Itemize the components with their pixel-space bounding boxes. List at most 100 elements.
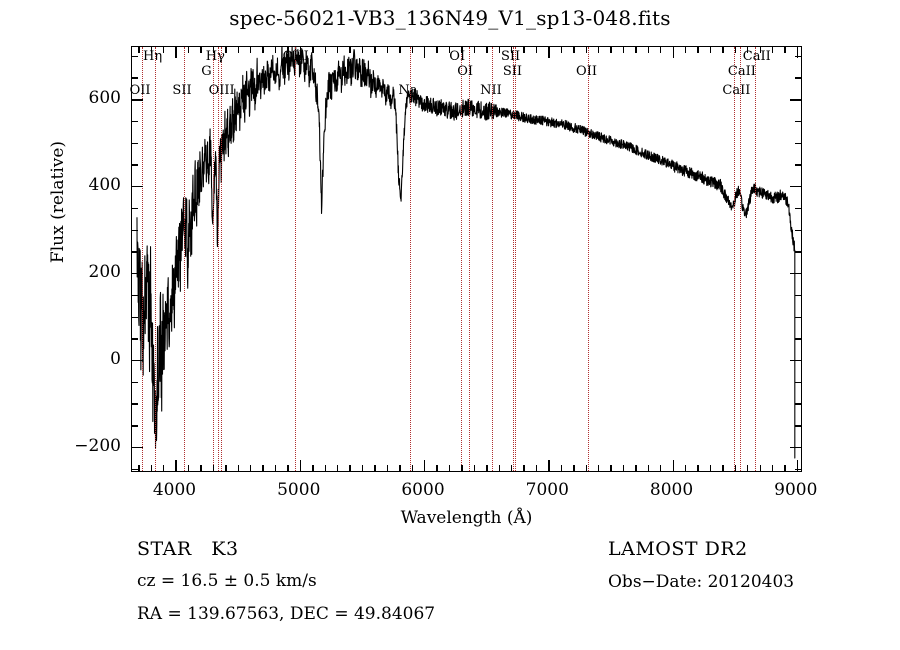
x-tick-top-4300 [212,47,215,53]
x-tick-top-4000 [175,47,177,58]
y-tick-550 [132,120,138,123]
x-tick-5400 [349,465,351,471]
x-tick-top-8700 [759,47,761,53]
x-tick-top-6700 [510,47,513,53]
x-axis-title: Wavelength (Å) [400,508,533,528]
x-tick-top-6800 [523,47,525,53]
x-tick-7600 [622,465,625,471]
x-tick-top-4200 [200,47,202,53]
x-tick-7900 [660,465,662,471]
x-tick-label-5000: 5000 [277,480,321,500]
x-tick-6000 [424,460,426,471]
x-tick-7200 [573,465,575,471]
x-tick-top-4100 [187,47,190,53]
x-tick-8700 [759,465,761,471]
x-tick-5200 [324,465,326,471]
species-label-oii: OII [129,83,151,98]
y-tick-right--250 [795,468,801,471]
x-tick-top-6200 [448,47,451,53]
object-class-text: STAR K3 [137,538,239,560]
x-tick-5100 [312,465,314,471]
x-tick-top-6500 [486,47,488,53]
x-tick-4200 [200,465,202,471]
x-tick-top-5600 [374,47,376,53]
y-tick-right-400 [790,186,801,188]
line-marker-oiii [294,47,297,471]
y-tick-right-700 [795,55,801,58]
species-label-caii: CaII [722,83,751,98]
y-tick-right-600 [790,99,801,101]
x-tick-top-7500 [610,47,612,53]
x-tick-top-6300 [461,47,463,53]
x-tick-6400 [473,465,476,471]
y-tick-right-450 [795,164,801,166]
x-tick-top-7100 [560,47,563,53]
x-tick-top-4500 [237,47,239,53]
x-tick-top-7000 [548,47,550,58]
line-marker-oii [141,47,144,471]
y-tick-450 [132,164,138,166]
x-tick-top-7300 [585,47,587,53]
line-marker-h [217,47,220,471]
spectrum-curve [136,47,796,459]
y-tick-right-350 [795,207,801,210]
x-tick-top-6100 [436,47,438,53]
line-marker-sii [184,47,186,471]
line-marker-oii [588,47,590,471]
line-marker-sii [513,47,515,471]
x-tick-4800 [274,465,277,471]
obs-date-text: Obs−Date: 20120403 [608,572,795,592]
x-tick-5700 [386,465,389,471]
x-tick-top-8800 [771,47,774,53]
line-marker-oi [469,47,471,471]
x-tick-7000 [548,460,550,471]
x-tick-label-7000: 7000 [525,480,569,500]
x-tick-top-8100 [684,47,687,53]
y-tick-right-500 [795,142,801,145]
x-tick-top-5800 [399,47,401,53]
coordinates-text: RA = 139.67563, DEC = 49.84067 [137,604,436,624]
y-tick-label-600: 600 [88,88,121,109]
x-tick-top-5700 [386,47,389,53]
species-label-sii: SII [172,83,192,98]
y-axis-title: Flux (relative) [48,140,68,264]
y-tick-right-200 [790,273,801,275]
x-tick-8200 [697,465,699,471]
x-tick-5500 [361,465,364,471]
y-tick-150 [132,294,138,297]
species-label-sii: SII [502,64,523,79]
x-tick-8400 [722,465,724,471]
x-tick-7400 [597,465,600,471]
x-tick-7800 [647,465,650,471]
x-tick-top-7700 [635,47,637,53]
x-tick-top-3700 [138,47,140,53]
x-tick-top-5900 [411,47,413,53]
survey-text: LAMOST DR2 [608,538,748,560]
species-label-caii: CaII [742,49,771,64]
y-tick-right-100 [795,316,801,318]
plot-area [131,46,802,472]
species-label-caii: CaII [727,64,756,79]
x-tick-top-8900 [784,47,786,53]
x-tick-5300 [337,465,339,471]
species-label-oii: OII [576,64,597,79]
x-tick-top-6000 [424,47,426,58]
y-tick--50 [132,381,138,384]
x-tick-7500 [610,465,612,471]
line-marker-caii [754,47,757,471]
x-tick-6300 [461,465,463,471]
x-tick-4000 [175,460,177,471]
y-tick-600 [132,99,143,101]
x-tick-8500 [734,465,737,471]
x-tick-top-4600 [250,47,252,53]
x-tick-top-5000 [299,47,302,58]
x-tick-5900 [411,465,413,471]
x-tick-top-6400 [473,47,476,53]
y-tick-label-200: 200 [88,262,121,283]
x-tick-5800 [399,465,401,471]
x-tick-4100 [187,465,190,471]
y-tick-700 [132,55,138,58]
y-tick-right-50 [795,338,801,340]
line-marker-sii [514,47,517,471]
x-tick-top-4700 [262,47,264,53]
